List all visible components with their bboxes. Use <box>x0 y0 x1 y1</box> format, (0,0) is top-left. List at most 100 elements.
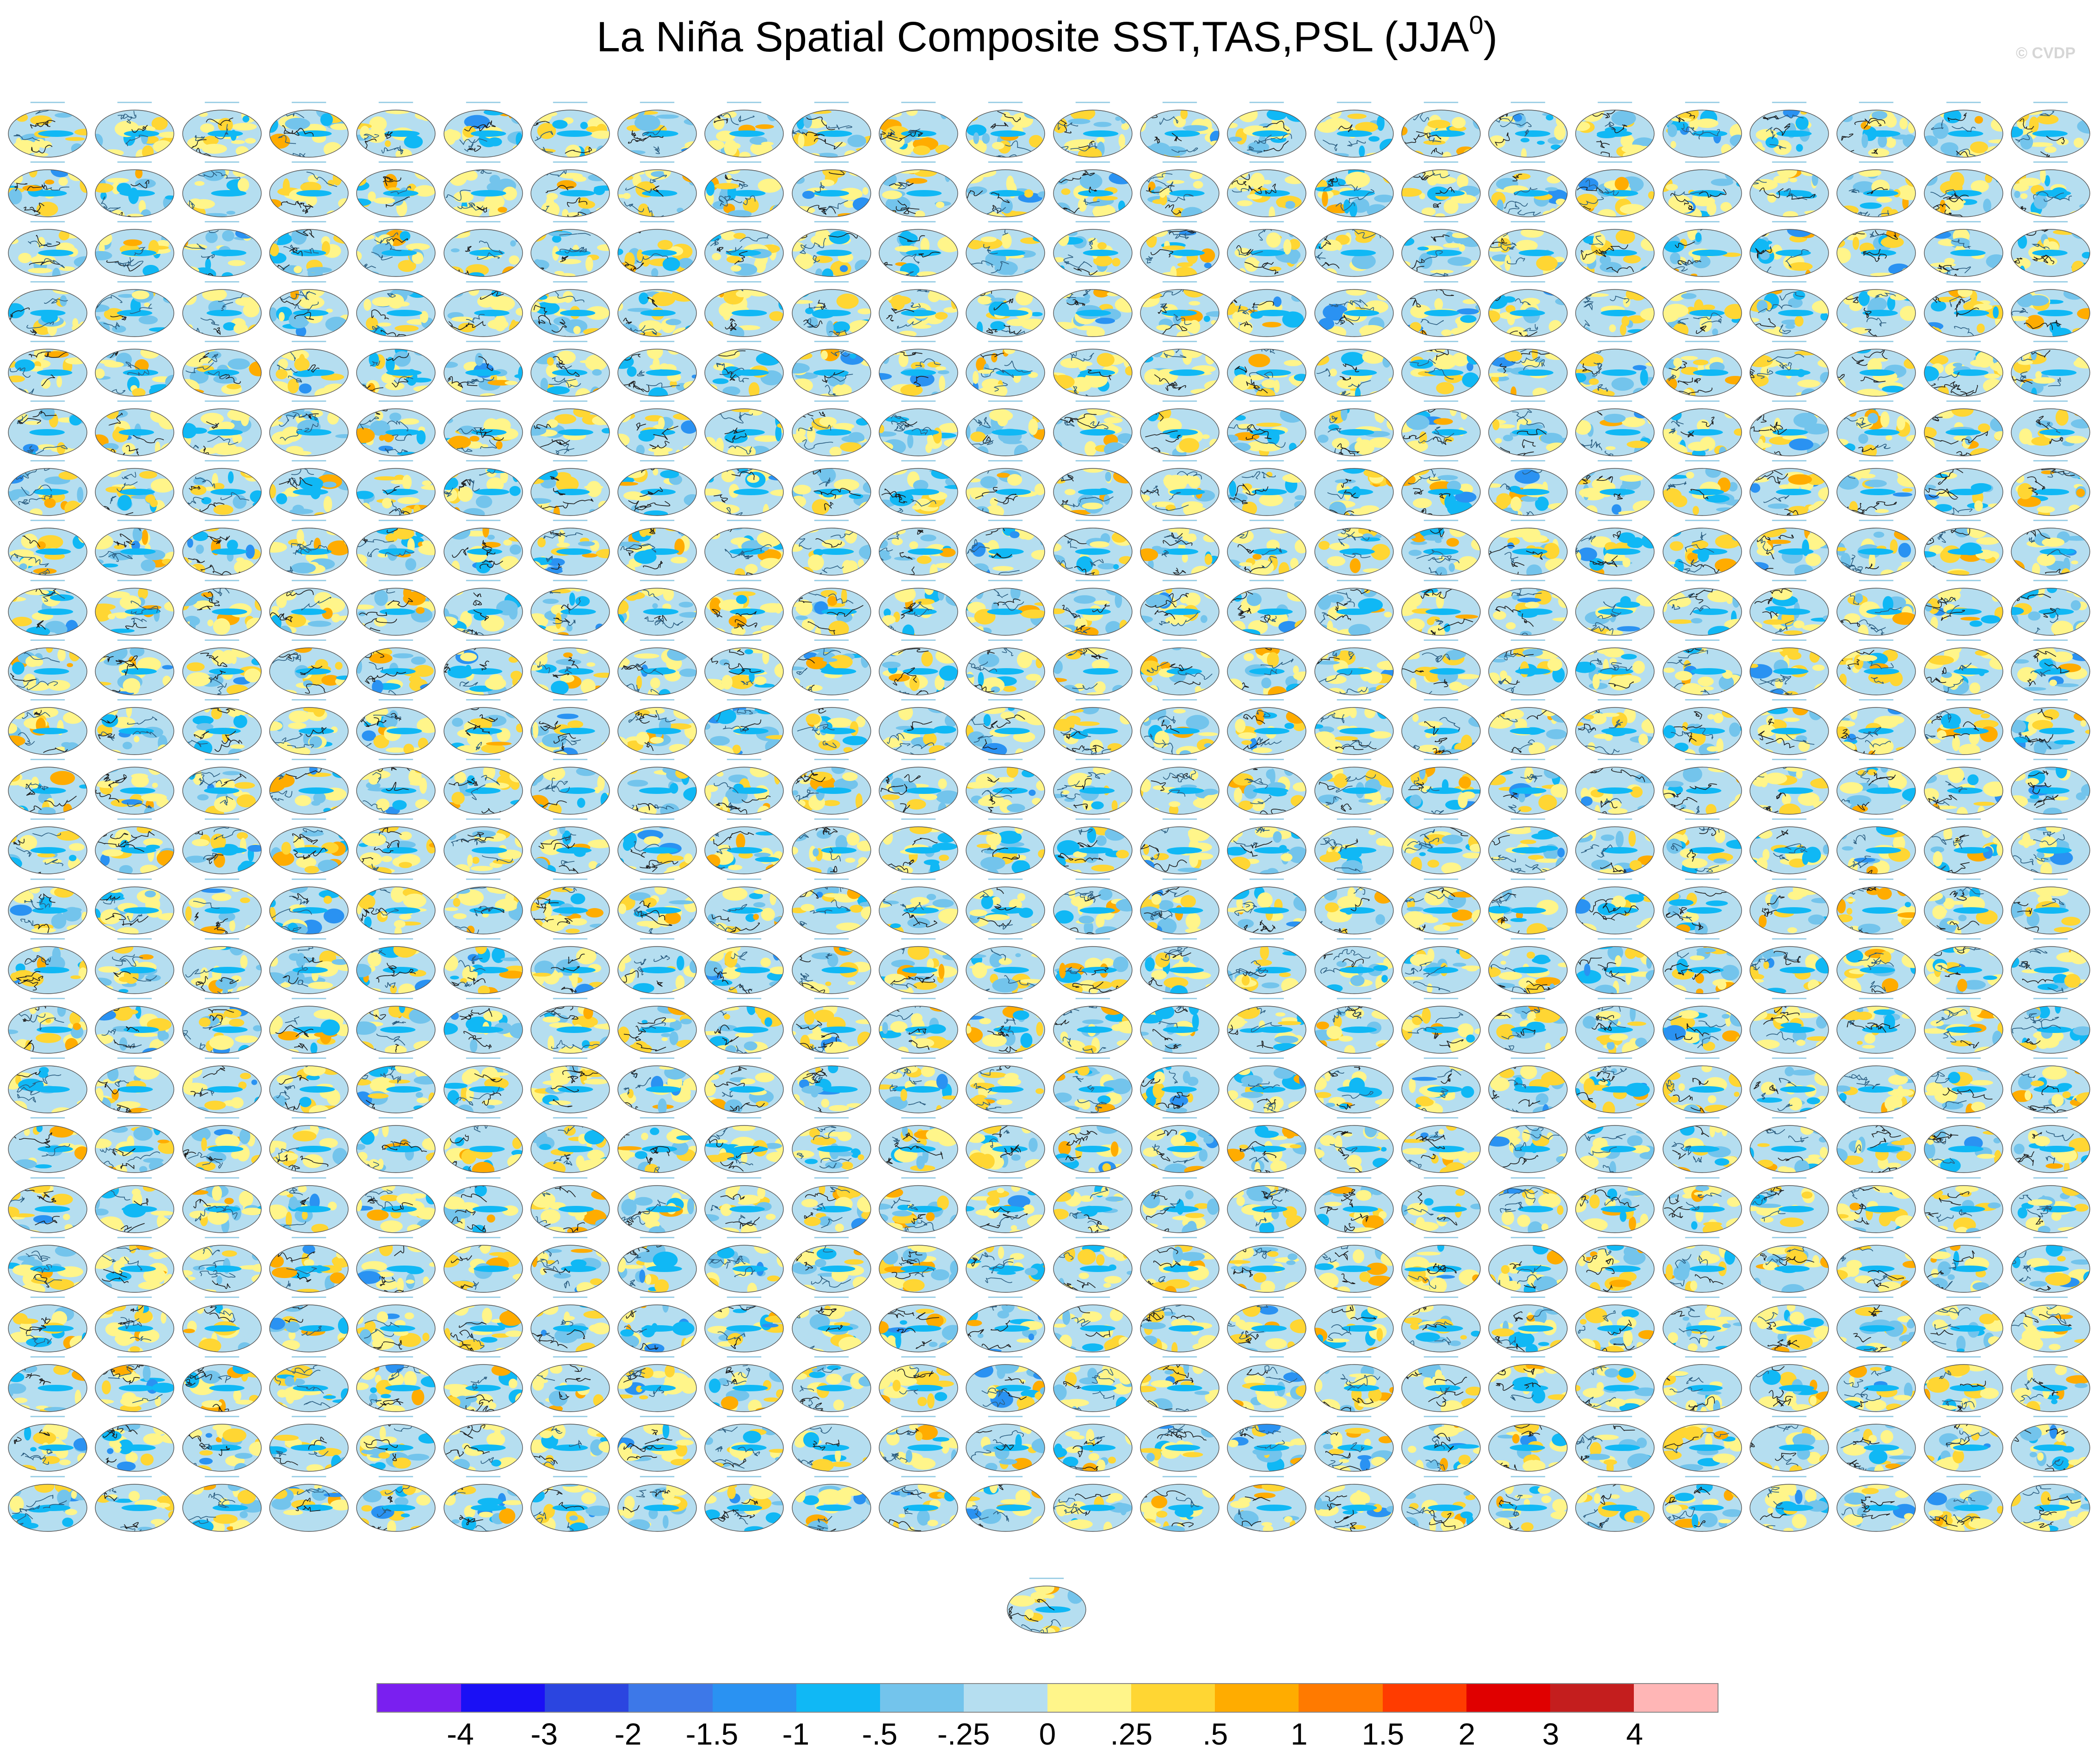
map-panel <box>879 998 958 1054</box>
map-panel <box>530 579 610 636</box>
map-panel <box>1662 878 1742 934</box>
map-panel <box>95 938 174 994</box>
map-panel <box>1488 998 1568 1054</box>
map-panel <box>2011 1236 2090 1293</box>
map-panel <box>1314 1057 1394 1113</box>
colorbar-label: 1 <box>1290 1717 1308 1751</box>
map-panel <box>1314 878 1394 934</box>
map-panel <box>1053 1117 1133 1174</box>
map-panel <box>182 281 262 337</box>
map-panel <box>1401 699 1481 755</box>
map-panel <box>95 281 174 337</box>
map-panel <box>879 878 958 934</box>
map-panel <box>1488 699 1568 755</box>
map-panel <box>966 1356 1045 1412</box>
map-panel <box>1662 1117 1742 1174</box>
map-panel <box>530 639 610 695</box>
title-superscript: 0 <box>1469 10 1484 39</box>
map-panel <box>182 1117 262 1174</box>
colorbar-label: -3 <box>530 1717 558 1751</box>
map-panel <box>1314 1236 1394 1293</box>
map-panel <box>2011 1177 2090 1233</box>
map-panel <box>966 1236 1045 1293</box>
map-panel <box>1488 818 1568 875</box>
map-panel <box>8 1117 87 1174</box>
map-panel <box>966 340 1045 397</box>
map-panel <box>1575 1177 1655 1233</box>
map-panel <box>1053 878 1133 934</box>
map-panel <box>1923 1297 2003 1352</box>
map-panel <box>1749 1475 1829 1532</box>
map-panel <box>182 1356 262 1412</box>
map-panel <box>443 1177 523 1233</box>
map-panel <box>1575 639 1655 695</box>
map-panel <box>356 1236 436 1293</box>
title-text: La Niña Spatial Composite SST,TAS,PSL (J… <box>596 13 1469 61</box>
map-panel <box>1401 878 1481 934</box>
map-panel <box>1662 460 1742 516</box>
map-panel <box>1749 1416 1829 1472</box>
map-panel <box>1923 102 2003 158</box>
map-panel <box>530 102 610 158</box>
map-panel <box>879 1236 958 1293</box>
map-panel <box>8 1416 87 1472</box>
map-panel <box>1314 400 1394 456</box>
map-panel <box>1053 281 1133 337</box>
map-panel <box>443 1475 523 1532</box>
map-panel <box>1923 759 2003 815</box>
map-panel <box>1053 1057 1133 1113</box>
map-panel <box>2011 161 2090 217</box>
map-panel <box>1923 699 2003 755</box>
map-panel <box>530 1416 610 1472</box>
map-panel <box>1488 460 1568 516</box>
map-panel <box>1140 400 1219 456</box>
map-panel <box>704 1117 784 1174</box>
map-panel <box>1314 998 1394 1054</box>
map-panel <box>1749 520 1829 576</box>
map-panel <box>182 1416 262 1472</box>
map-panel <box>1575 1236 1655 1293</box>
map-panel <box>791 221 871 277</box>
colorbar-swatch <box>1215 1684 1299 1712</box>
map-panel <box>356 639 436 695</box>
map-panel <box>1923 1177 2003 1233</box>
map-panel <box>1053 1416 1133 1472</box>
map-panel <box>704 1177 784 1233</box>
map-panel <box>1227 878 1306 934</box>
map-panel <box>879 340 958 397</box>
map-panel <box>1488 1475 1568 1532</box>
map-panel <box>8 818 87 875</box>
map-panel <box>8 1236 87 1293</box>
map-panel <box>182 938 262 994</box>
map-panel <box>1053 520 1133 576</box>
map-panel <box>269 998 349 1054</box>
map-panel <box>1662 400 1742 456</box>
map-panel <box>2011 1416 2090 1472</box>
map-panel <box>1488 1297 1568 1352</box>
map-panel <box>1401 340 1481 397</box>
map-panel <box>1314 1475 1394 1532</box>
map-panel <box>1836 639 1916 695</box>
map-panel <box>1662 1057 1742 1113</box>
map-panel <box>1662 1356 1742 1412</box>
map-panel <box>182 1236 262 1293</box>
map-panel <box>530 1236 610 1293</box>
map-panel <box>1575 818 1655 875</box>
map-panel <box>617 998 697 1054</box>
map-panel <box>1401 1416 1481 1472</box>
colorbar-swatch <box>1466 1684 1550 1712</box>
map-panel <box>2011 1117 2090 1174</box>
map-panel <box>1140 878 1219 934</box>
map-panel <box>269 878 349 934</box>
map-panel <box>443 1356 523 1412</box>
map-panel <box>1749 1356 1829 1412</box>
map-panel <box>1575 161 1655 217</box>
map-panel <box>1401 818 1481 875</box>
map-panel <box>791 400 871 456</box>
map-panel <box>356 400 436 456</box>
map-panel <box>1575 102 1655 158</box>
map-panel <box>966 1177 1045 1233</box>
colorbar-label: .5 <box>1202 1717 1228 1751</box>
map-panel <box>530 281 610 337</box>
map-panel <box>1488 1177 1568 1233</box>
